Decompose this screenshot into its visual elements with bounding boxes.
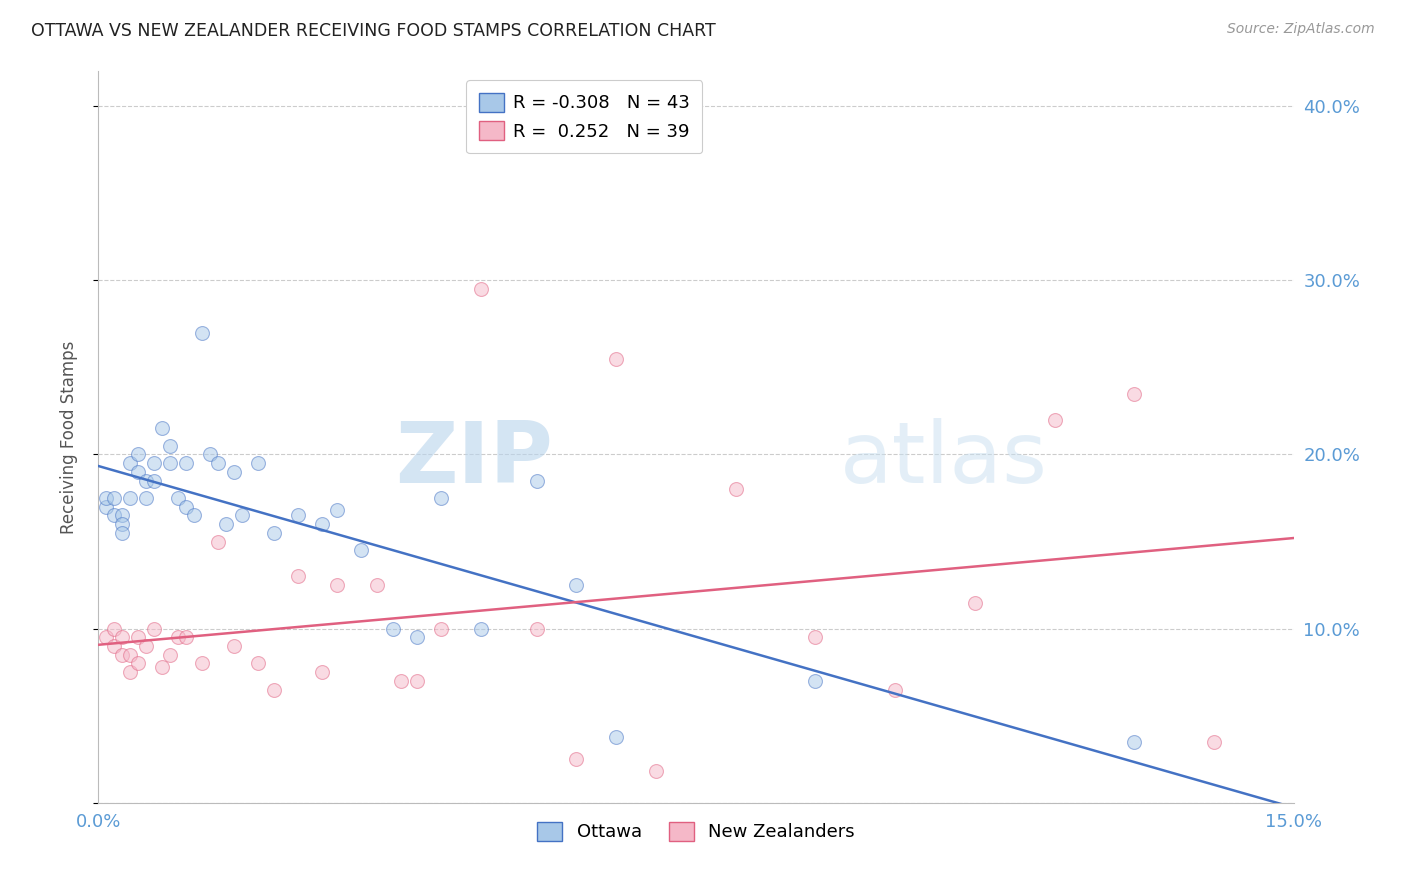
Text: OTTAWA VS NEW ZEALANDER RECEIVING FOOD STAMPS CORRELATION CHART: OTTAWA VS NEW ZEALANDER RECEIVING FOOD S…	[31, 22, 716, 40]
Point	[382, 622, 405, 636]
Point	[127, 657, 149, 671]
Point	[246, 657, 269, 671]
Point	[159, 648, 181, 662]
Point	[159, 439, 181, 453]
Point	[174, 500, 197, 514]
Point	[470, 622, 492, 636]
Point	[150, 660, 173, 674]
Point	[174, 631, 197, 645]
Point	[389, 673, 412, 688]
Point	[120, 648, 142, 662]
Point	[605, 351, 627, 366]
Point	[246, 456, 269, 470]
Point	[167, 491, 190, 505]
Point	[963, 595, 986, 609]
Point	[103, 639, 125, 653]
Point	[406, 631, 429, 645]
Y-axis label: Receiving Food Stamps: Receiving Food Stamps	[59, 341, 77, 533]
Point	[430, 622, 453, 636]
Point	[311, 665, 333, 680]
Point	[143, 622, 166, 636]
Point	[1123, 735, 1146, 749]
Point	[884, 682, 907, 697]
Point	[207, 534, 229, 549]
Point	[287, 569, 309, 583]
Point	[127, 465, 149, 479]
Point	[222, 639, 245, 653]
Point	[120, 665, 142, 680]
Point	[135, 491, 157, 505]
Point	[127, 631, 149, 645]
Point	[215, 517, 238, 532]
Point	[120, 456, 142, 470]
Point	[366, 578, 388, 592]
Point	[127, 448, 149, 462]
Point	[430, 491, 453, 505]
Point	[135, 474, 157, 488]
Point	[311, 517, 333, 532]
Point	[111, 517, 134, 532]
Point	[326, 578, 349, 592]
Point	[605, 730, 627, 744]
Point	[470, 282, 492, 296]
Point	[103, 491, 125, 505]
Point	[191, 657, 214, 671]
Point	[1202, 735, 1225, 749]
Point	[565, 752, 588, 766]
Point	[120, 491, 142, 505]
Point	[167, 631, 190, 645]
Point	[326, 503, 349, 517]
Text: atlas: atlas	[839, 417, 1047, 500]
Point	[174, 456, 197, 470]
Point	[724, 483, 747, 497]
Point	[159, 456, 181, 470]
Point	[1123, 386, 1146, 401]
Point	[222, 465, 245, 479]
Point	[103, 622, 125, 636]
Point	[111, 648, 134, 662]
Point	[183, 508, 205, 523]
Point	[231, 508, 253, 523]
Point	[111, 508, 134, 523]
Point	[263, 682, 285, 697]
Point	[150, 421, 173, 435]
Point	[645, 764, 668, 779]
Point	[804, 631, 827, 645]
Text: Source: ZipAtlas.com: Source: ZipAtlas.com	[1227, 22, 1375, 37]
Point	[526, 474, 548, 488]
Point	[526, 622, 548, 636]
Text: ZIP: ZIP	[395, 417, 553, 500]
Point	[198, 448, 221, 462]
Point	[350, 543, 373, 558]
Legend: Ottawa, New Zealanders: Ottawa, New Zealanders	[530, 814, 862, 848]
Point	[111, 631, 134, 645]
Point	[96, 631, 118, 645]
Point	[111, 525, 134, 540]
Point	[143, 474, 166, 488]
Point	[143, 456, 166, 470]
Point	[191, 326, 214, 340]
Point	[96, 500, 118, 514]
Point	[96, 491, 118, 505]
Point	[263, 525, 285, 540]
Point	[1043, 412, 1066, 426]
Point	[103, 508, 125, 523]
Point	[287, 508, 309, 523]
Point	[406, 673, 429, 688]
Point	[135, 639, 157, 653]
Point	[565, 578, 588, 592]
Point	[207, 456, 229, 470]
Point	[804, 673, 827, 688]
